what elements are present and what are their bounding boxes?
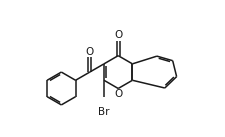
Text: O: O — [114, 30, 122, 40]
Text: Br: Br — [98, 107, 110, 117]
Text: O: O — [86, 47, 94, 57]
Text: O: O — [114, 89, 122, 99]
